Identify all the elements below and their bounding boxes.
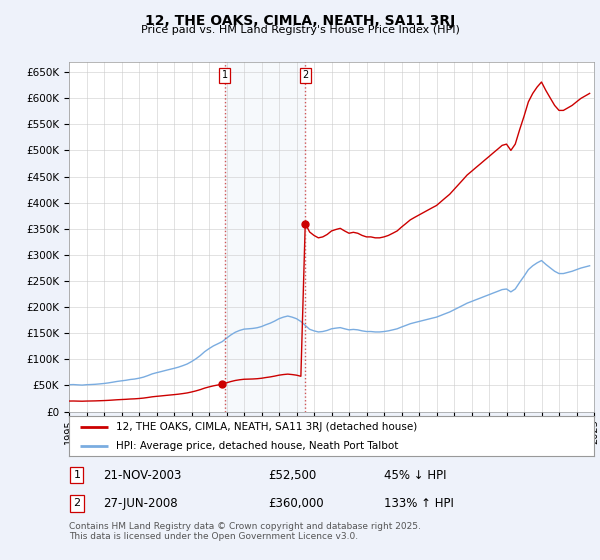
Text: 1: 1 (221, 71, 228, 80)
Text: HPI: Average price, detached house, Neath Port Talbot: HPI: Average price, detached house, Neat… (116, 441, 398, 451)
Bar (225, 62, 305, 412)
Text: Contains HM Land Registry data © Crown copyright and database right 2025.
This d: Contains HM Land Registry data © Crown c… (69, 522, 421, 542)
Text: 2: 2 (73, 498, 80, 508)
Text: Price paid vs. HM Land Registry's House Price Index (HPI): Price paid vs. HM Land Registry's House … (140, 25, 460, 35)
Text: 2: 2 (302, 71, 308, 80)
Text: £52,500: £52,500 (269, 469, 317, 482)
Text: 27-JUN-2008: 27-JUN-2008 (103, 497, 178, 510)
Text: 133% ↑ HPI: 133% ↑ HPI (384, 497, 454, 510)
Text: 45% ↓ HPI: 45% ↓ HPI (384, 469, 446, 482)
Text: 21-NOV-2003: 21-NOV-2003 (103, 469, 182, 482)
Text: £360,000: £360,000 (269, 497, 324, 510)
Text: 12, THE OAKS, CIMLA, NEATH, SA11 3RJ (detached house): 12, THE OAKS, CIMLA, NEATH, SA11 3RJ (de… (116, 422, 418, 432)
Text: 1: 1 (73, 470, 80, 480)
Text: 12, THE OAKS, CIMLA, NEATH, SA11 3RJ: 12, THE OAKS, CIMLA, NEATH, SA11 3RJ (145, 14, 455, 28)
